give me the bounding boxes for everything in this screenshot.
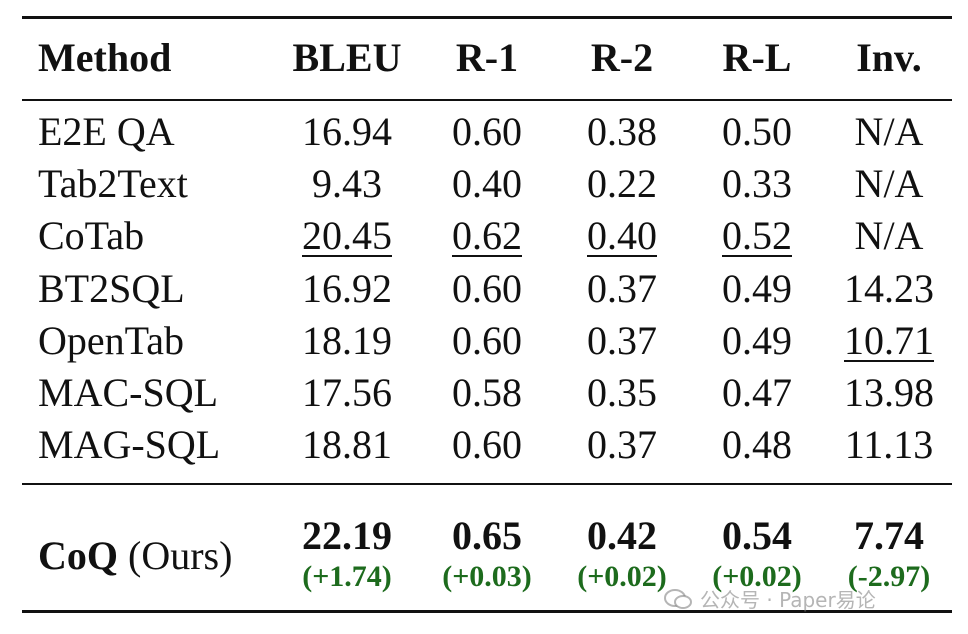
value-cell: 0.49 — [722, 265, 792, 311]
bottom-rule — [22, 610, 952, 613]
ours-delta: (+0.02) — [577, 560, 667, 593]
header-cell: R-2 — [590, 35, 654, 80]
method-cell: BT2SQL — [38, 265, 185, 311]
watermark: 公众号 · Paper易论 — [664, 584, 876, 613]
ours-suffix: (Ours) — [128, 533, 233, 578]
method-cell: Tab2Text — [38, 161, 188, 207]
method-cell: MAG-SQL — [38, 422, 221, 468]
value-cell: 14.23 — [844, 265, 934, 311]
value-cell: N/A — [854, 161, 924, 207]
header-rule — [22, 99, 952, 101]
value-cell: 17.56 — [302, 370, 392, 415]
value-cell: 0.62 — [452, 213, 522, 259]
value-cell: 0.60 — [452, 422, 522, 468]
value-cell: 0.60 — [452, 317, 522, 363]
value-cell: 0.47 — [722, 370, 792, 415]
ours-delta: (+1.74) — [302, 560, 392, 593]
ours-value: 0.65 — [452, 513, 522, 558]
top-rule — [22, 16, 952, 19]
value-cell: 0.37 — [587, 422, 657, 468]
value-cell: 16.94 — [302, 109, 392, 154]
header-cell: BLEU — [292, 35, 402, 80]
value-cell: 0.50 — [722, 109, 792, 154]
header-cell: Method — [38, 35, 172, 80]
ours-delta: (-2.97) — [847, 560, 931, 593]
watermark-text: 公众号 · Paper易论 — [700, 588, 876, 612]
value-cell: 0.35 — [587, 370, 657, 415]
value-cell: 0.48 — [722, 422, 792, 468]
value-cell: 0.37 — [587, 265, 657, 311]
value-cell: 20.45 — [302, 213, 392, 259]
value-cell: 0.49 — [722, 317, 792, 363]
header-cell: R-L — [722, 35, 792, 80]
value-cell: 0.52 — [722, 213, 792, 259]
method-cell: CoTab — [38, 213, 145, 259]
value-cell: 18.19 — [302, 317, 392, 363]
value-cell: 0.40 — [587, 213, 657, 259]
ours-value: 7.74 — [854, 513, 924, 558]
ours-method: CoQ — [38, 533, 118, 578]
value-cell: 13.98 — [844, 370, 934, 415]
value-cell: 16.92 — [302, 265, 392, 311]
value-cell: 0.37 — [587, 317, 657, 363]
header-cell: R-1 — [455, 35, 519, 80]
ours-value: 0.42 — [587, 513, 657, 558]
value-cell: 0.22 — [587, 161, 657, 207]
mid-rule — [22, 483, 952, 485]
value-cell: 10.71 — [844, 317, 934, 363]
method-cell: MAC-SQL — [38, 370, 219, 415]
value-cell: 18.81 — [302, 422, 392, 468]
value-cell: 9.43 — [312, 161, 382, 207]
value-cell: 0.58 — [452, 370, 522, 415]
header-cell: Inv. — [856, 35, 922, 80]
ours-value: 22.19 — [302, 513, 392, 558]
method-cell: OpenTab — [38, 317, 185, 363]
value-cell: N/A — [854, 109, 924, 154]
value-cell: 0.60 — [452, 265, 522, 311]
value-cell: 0.33 — [722, 161, 792, 207]
value-cell: 0.60 — [452, 109, 522, 154]
ours-delta: (+0.03) — [442, 560, 532, 593]
ours-value: 0.54 — [722, 513, 792, 558]
value-cell: 11.13 — [844, 422, 934, 468]
method-cell: E2E QA — [38, 109, 175, 154]
value-cell: 0.40 — [452, 161, 522, 207]
ours-delta: (+0.02) — [712, 560, 802, 593]
value-cell: N/A — [854, 213, 924, 259]
value-cell: 0.38 — [587, 109, 657, 154]
watermark-icon — [664, 588, 692, 609]
